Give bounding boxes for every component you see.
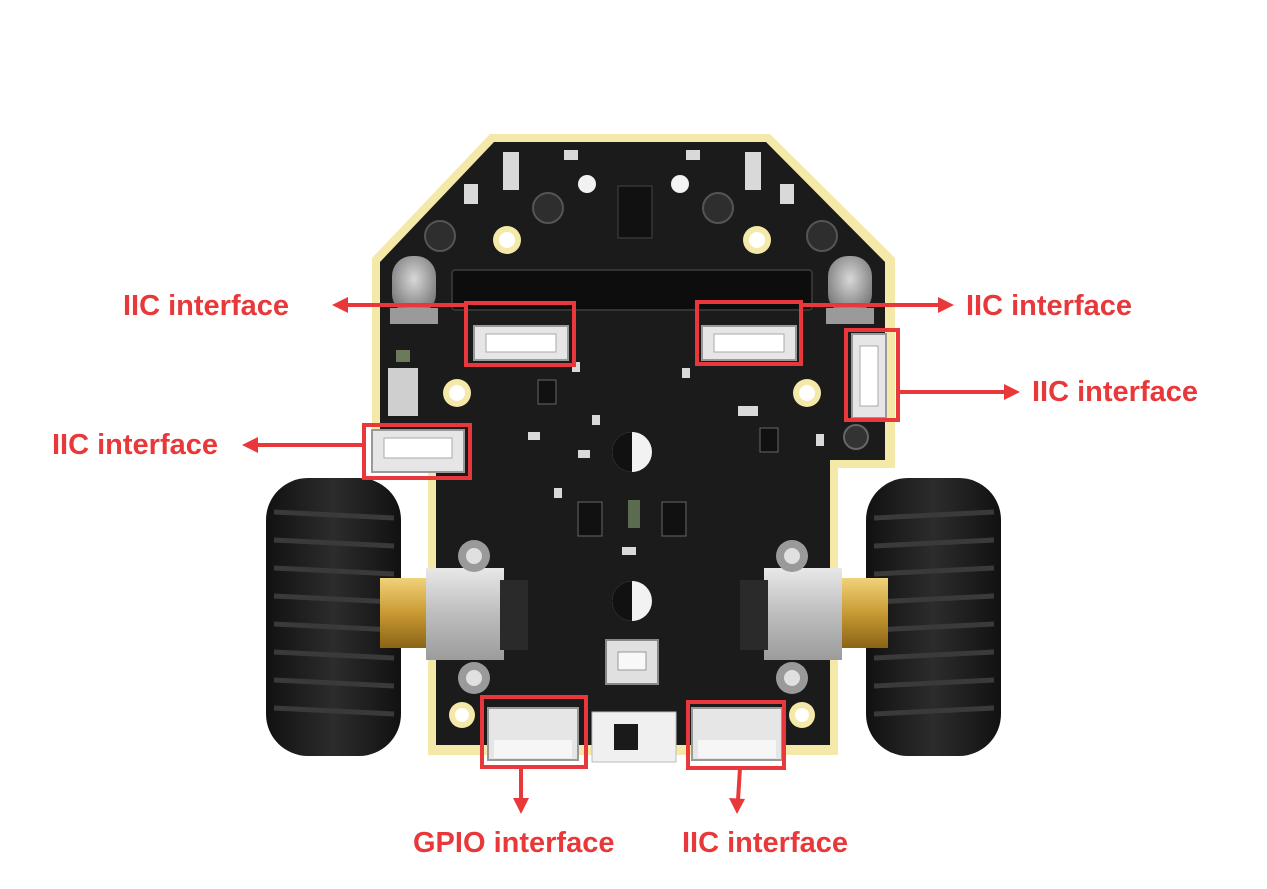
screw — [843, 424, 869, 450]
capacitor — [612, 432, 652, 621]
smd-chips — [388, 150, 824, 555]
label-left: IIC interface — [52, 429, 218, 461]
ir-sensor — [578, 175, 689, 193]
connector-right — [851, 333, 887, 419]
arrow-icon — [898, 384, 1020, 400]
led-right — [826, 256, 874, 324]
highlight-box-top-left — [464, 301, 576, 367]
arrow-icon — [729, 767, 745, 814]
arrow-icon — [242, 437, 364, 453]
potentiometer — [424, 192, 838, 252]
highlight-box-left — [362, 423, 472, 480]
highlight-box-top-right — [695, 300, 803, 366]
connector-left — [371, 429, 465, 473]
label-top-right: IIC interface — [966, 290, 1132, 322]
connector-top-left — [473, 325, 569, 361]
connector-bottom-left — [487, 707, 579, 761]
left-motor — [380, 540, 528, 694]
label-top-left: IIC interface — [123, 290, 289, 322]
left-wheel — [266, 478, 401, 756]
connector-bottom-right — [691, 707, 783, 761]
label-right: IIC interface — [1032, 376, 1198, 408]
label-bottom-right: IIC interface — [682, 827, 848, 859]
connector-top-right — [701, 325, 797, 361]
arrow-icon — [513, 767, 529, 814]
label-bottom-left: GPIO interface — [413, 827, 615, 859]
highlight-box-right — [844, 328, 900, 422]
highlight-box-bottom-left — [480, 695, 588, 769]
led-left — [390, 256, 438, 324]
arrow-icon — [332, 297, 466, 313]
highlight-box-bottom-right — [686, 700, 786, 770]
right-motor — [740, 540, 888, 694]
right-wheel — [866, 478, 1001, 756]
arrow-icon — [801, 297, 954, 313]
